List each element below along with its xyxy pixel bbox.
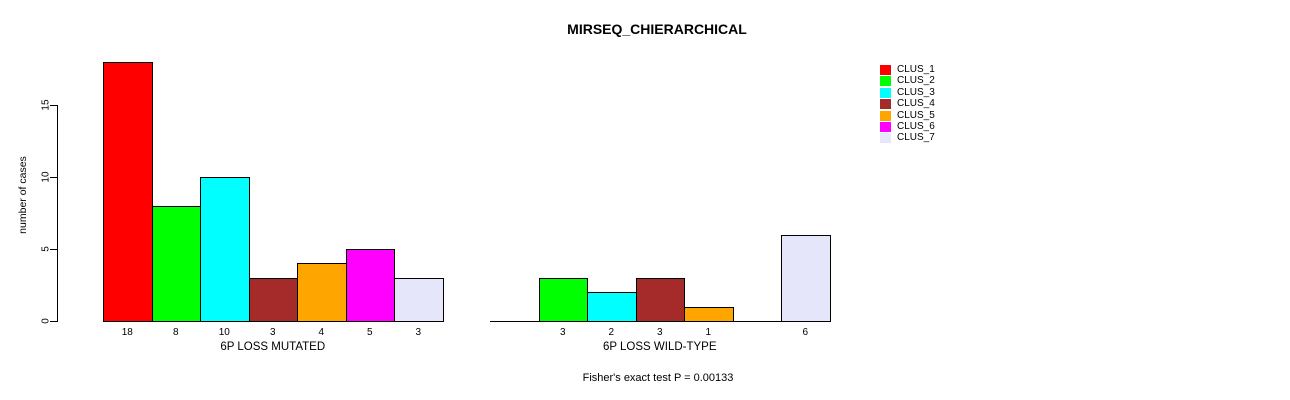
- bar-value-label: 3: [269, 327, 276, 338]
- legend-label: CLUS_5: [897, 109, 935, 121]
- zero-bar-baseline: [732, 321, 782, 322]
- zero-bar-baseline: [490, 321, 540, 322]
- fisher-test-annotation: Fisher's exact test P = 0.00133: [582, 372, 734, 384]
- bar: [200, 177, 250, 322]
- legend-swatch: [880, 110, 891, 121]
- bar-value-label: 5: [366, 327, 373, 338]
- y-tick-label: 10: [40, 171, 52, 183]
- legend-swatch: [880, 122, 891, 132]
- bar: [151, 205, 201, 322]
- legend-label: CLUS_1: [897, 64, 935, 75]
- y-axis-line: [57, 105, 58, 322]
- bar: [248, 277, 298, 322]
- chart-title: MIRSEQ_CHIERARCHICAL: [567, 21, 747, 37]
- bar-value-label: 1: [705, 327, 712, 338]
- bar-value-label: 6: [802, 327, 809, 338]
- y-tick-mark: [50, 249, 57, 250]
- bar-value-label: 8: [172, 327, 179, 338]
- legend-label: CLUS_7: [897, 132, 935, 144]
- bar: [684, 306, 734, 322]
- legend-swatch: [880, 65, 891, 75]
- bar: [103, 61, 153, 322]
- bar: [345, 249, 395, 322]
- y-tick-mark: [50, 105, 57, 106]
- x-group-label: 6P LOSS WILD-TYPE: [602, 341, 717, 353]
- legend-swatch: [880, 87, 891, 98]
- bar: [394, 277, 444, 322]
- legend-label: CLUS_4: [897, 98, 935, 110]
- y-tick-mark: [50, 321, 57, 322]
- legend-swatch: [880, 133, 891, 144]
- legend-label: CLUS_3: [897, 86, 935, 98]
- bar: [297, 263, 347, 322]
- y-tick-mark: [50, 177, 57, 178]
- y-axis-title: number of cases: [17, 156, 29, 234]
- bar: [538, 277, 588, 322]
- legend-swatch: [880, 76, 891, 87]
- bar-value-label: 10: [218, 327, 230, 338]
- bar: [587, 292, 637, 322]
- x-group-label: 6P LOSS MUTATED: [220, 341, 326, 353]
- legend-label: CLUS_2: [897, 75, 935, 87]
- bar-value-label: 3: [559, 327, 566, 338]
- bar: [781, 234, 831, 322]
- bar-value-label: 2: [608, 327, 615, 338]
- bar-value-label: 3: [656, 327, 663, 338]
- bar: [635, 277, 685, 322]
- y-tick-label: 15: [40, 99, 52, 111]
- bar-value-label: 4: [318, 327, 325, 338]
- bar-value-label: 3: [415, 327, 422, 338]
- legend-label: CLUS_6: [897, 121, 935, 132]
- y-tick-label: 0: [40, 318, 52, 324]
- bar-value-label: 18: [121, 327, 133, 338]
- y-tick-label: 5: [40, 246, 52, 252]
- legend-swatch: [880, 99, 891, 110]
